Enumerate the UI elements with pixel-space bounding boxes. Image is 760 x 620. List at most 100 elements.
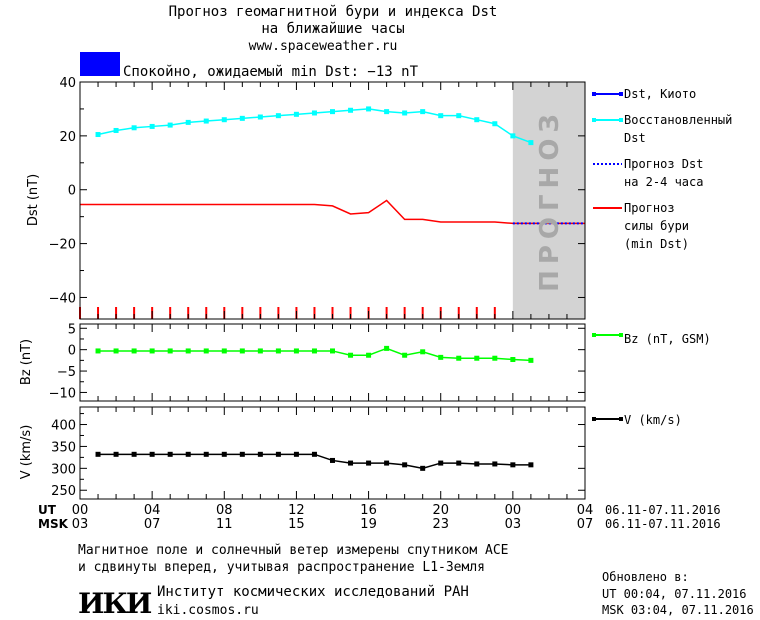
- bz-series-0-point: [510, 357, 516, 363]
- bz-series-0-point: [438, 354, 444, 360]
- dst-series-0-point: [167, 122, 173, 128]
- bz-series-0-point: [528, 357, 534, 363]
- forecast-watermark: ПРОГНОЗ: [535, 108, 565, 292]
- legend-forecast-dst-line2: на 2-4 часа: [624, 175, 703, 189]
- v-series-0-point: [384, 460, 390, 466]
- dst-series-0-point: [185, 119, 191, 125]
- institute-site: iki.cosmos.ru: [157, 603, 259, 618]
- dst-series-0-point: [95, 132, 101, 138]
- legend-marker-v: [592, 417, 596, 421]
- legend-forecast-dst-line1: Прогноз Dst: [624, 157, 703, 171]
- msk-date-range: 06.11-07.11.2016: [605, 517, 721, 531]
- source-url: www.spaceweather.ru: [249, 39, 398, 54]
- dst-series-0-point: [131, 125, 137, 131]
- dst-series-0-point: [348, 107, 354, 113]
- bz-series-0-point: [149, 348, 155, 354]
- v-ytick-label: 350: [51, 440, 76, 455]
- v-series-0-point: [239, 451, 245, 457]
- dst-series-0-point: [239, 115, 245, 121]
- v-series-0-point: [95, 451, 101, 457]
- ut-tick-label: 00: [505, 503, 522, 518]
- v-series-0-point: [149, 451, 155, 457]
- velocity-panel: 400 350 300 250 V (km/s): [19, 406, 586, 500]
- dst-series-0-point: [221, 117, 227, 123]
- status-text: Спокойно, ожидаемый min Dst: −13 nT: [123, 64, 419, 80]
- msk-tick-label: 07: [577, 517, 594, 532]
- legend-marker-bz-end: [619, 333, 623, 337]
- bz-series-0-point: [275, 348, 281, 354]
- dst-series-0-point: [438, 113, 444, 119]
- time-axis: UT MSK 00 04 08 12 16 20 00 04 03 07 11 15 19 23 03 07…: [38, 503, 721, 532]
- bz-series-0-point: [203, 348, 209, 354]
- iki-logo: ИКИ: [78, 587, 152, 620]
- legend-marker-bz: [592, 333, 596, 337]
- dst-series-0-point: [113, 127, 119, 133]
- bz-axis-label: Bz (nT): [19, 339, 34, 385]
- dst-series-0-point: [366, 106, 372, 112]
- v-series-0-point: [293, 451, 299, 457]
- ut-date-range: 06.11-07.11.2016: [605, 503, 721, 517]
- chart-title-line2: на ближайшие часы: [261, 21, 404, 37]
- legend-marker-dst-kyoto: [592, 92, 596, 96]
- legend-storm-line3: (min Dst): [624, 237, 689, 251]
- dst-series-0-point: [384, 109, 390, 115]
- v-ytick-label: 250: [51, 484, 76, 499]
- v-series-0-point: [492, 461, 498, 467]
- msk-tick-label: 19: [360, 517, 377, 532]
- bz-series-0-point: [366, 352, 372, 358]
- footer-note-line1: Магнитное поле и солнечный ветер измерен…: [78, 543, 508, 558]
- bz-plot-frame: [79, 323, 586, 402]
- dst-series-0-point: [456, 113, 462, 119]
- ut-tick-label: 04: [144, 503, 161, 518]
- msk-label: MSK: [38, 517, 69, 531]
- bz-ytick-label: −5: [57, 365, 76, 380]
- bz-series-0-point: [131, 348, 137, 354]
- v-series-0-point: [275, 451, 281, 457]
- legend-marker-dst-kyoto-end: [619, 92, 623, 96]
- dst-series-0-point: [149, 123, 155, 129]
- bz-series-0-point: [293, 348, 299, 354]
- v-series-0-point: [185, 451, 191, 457]
- v-series-0-point: [257, 451, 263, 457]
- bz-series-0-point: [239, 348, 245, 354]
- bz-ytick-label: 5: [68, 322, 76, 337]
- dst-ytick-label: 20: [59, 130, 76, 145]
- legend-dst-kyoto: Dst, Киото: [624, 87, 696, 101]
- bz-series-0-point: [420, 349, 426, 355]
- updated-msk: MSK 03:04, 07.11.2016: [602, 603, 754, 617]
- dst-series-0-point: [510, 133, 516, 139]
- legend-restored-line1: Восстановленный: [624, 113, 732, 127]
- dst-ytick-label: 40: [59, 76, 76, 91]
- bz-ytick-label: 0: [68, 344, 76, 359]
- legend-storm-line1: Прогноз: [624, 201, 675, 215]
- msk-tick-label: 07: [144, 517, 161, 532]
- dst-series-0-point: [311, 110, 317, 116]
- dst-ytick-label: −20: [49, 238, 76, 253]
- bz-series-0-point: [257, 348, 263, 354]
- bz-series-0-point: [348, 352, 354, 358]
- legend-marker-restored: [592, 118, 596, 122]
- bz-series-0-point: [384, 345, 390, 351]
- bz-series-0-point: [221, 348, 227, 354]
- dst-ytick-label: −40: [49, 291, 76, 306]
- ut-tick-label: 16: [360, 503, 377, 518]
- bz-series-0-point: [167, 348, 173, 354]
- v-series-0-point: [420, 465, 426, 471]
- legend-marker-v-end: [619, 417, 623, 421]
- dst-series-0-point: [203, 118, 209, 124]
- v-ytick-label: 400: [51, 419, 76, 434]
- dst-series-0-point: [293, 111, 299, 117]
- v-ytick-label: 300: [51, 462, 76, 477]
- v-series-0-point: [510, 462, 516, 468]
- dst-series-0-point: [528, 140, 534, 146]
- v-series-0-point: [456, 460, 462, 466]
- institute-name: Институт космических исследований РАН: [157, 584, 469, 600]
- dst-series-1-line: [80, 199, 585, 225]
- ut-tick-label: 04: [577, 503, 594, 518]
- v-series-0-point: [528, 462, 534, 468]
- legend-storm-line2: силы бури: [624, 219, 689, 233]
- dst-axis-label: Dst (nT): [26, 174, 41, 226]
- bz-panel: 5 0 −5 −10 Bz (nT): [19, 322, 586, 402]
- msk-tick-label: 15: [288, 517, 305, 532]
